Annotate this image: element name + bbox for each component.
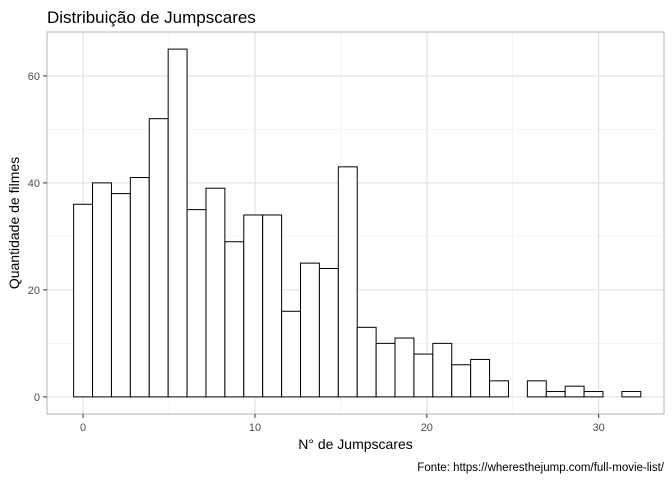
histogram-bar — [167, 48, 188, 398]
histogram-bar — [489, 380, 509, 398]
histogram-bar — [337, 166, 358, 398]
x-tick-label: 20 — [421, 422, 433, 434]
chart-caption: Fonte: https://wheresthejump.com/full-mo… — [417, 462, 665, 474]
histogram-bar — [243, 214, 264, 398]
histogram-bar — [129, 177, 150, 398]
histogram-bars — [73, 48, 642, 398]
histogram-bar — [545, 391, 566, 398]
histogram-bar — [583, 391, 604, 398]
histogram-bar — [451, 364, 472, 398]
y-tick-label: 20 — [28, 285, 40, 297]
x-axis-title: N° de Jumpscares — [298, 436, 413, 452]
histogram-bar — [375, 342, 396, 398]
histogram-bar — [205, 187, 226, 398]
histogram-bar — [186, 209, 207, 398]
histogram-bar — [356, 326, 377, 398]
histogram-bar — [526, 380, 547, 398]
histogram-bar — [224, 241, 245, 398]
histogram-bar — [470, 358, 491, 398]
panel-border — [46, 31, 665, 415]
histogram-bar — [318, 267, 339, 398]
histogram-bar — [148, 118, 169, 398]
histogram-bar — [432, 342, 453, 398]
chart-title: Distribuição de Jumpscares — [47, 8, 256, 27]
y-tick-label: 40 — [28, 178, 40, 190]
histogram-bar — [281, 310, 302, 398]
x-tick-label: 0 — [80, 422, 86, 434]
x-tick-label: 30 — [593, 422, 605, 434]
histogram-bar — [300, 262, 320, 398]
histogram-bar — [413, 353, 434, 398]
histogram-bar — [110, 193, 131, 398]
y-tick-label: 60 — [28, 71, 40, 83]
histogram-bar — [262, 214, 283, 398]
x-axis-ticks: 0 10 20 30 — [80, 414, 605, 434]
histogram-bar — [394, 337, 415, 398]
histogram-bar — [621, 391, 642, 398]
x-tick-label: 10 — [249, 422, 261, 434]
y-tick-label: 0 — [34, 392, 40, 404]
histogram-bar — [92, 182, 112, 398]
histogram-bar — [564, 385, 585, 398]
y-axis-ticks: 0 20 40 60 — [28, 71, 47, 404]
y-axis-title: Quantidade de filmes — [6, 157, 22, 289]
histogram-bar — [73, 203, 94, 398]
